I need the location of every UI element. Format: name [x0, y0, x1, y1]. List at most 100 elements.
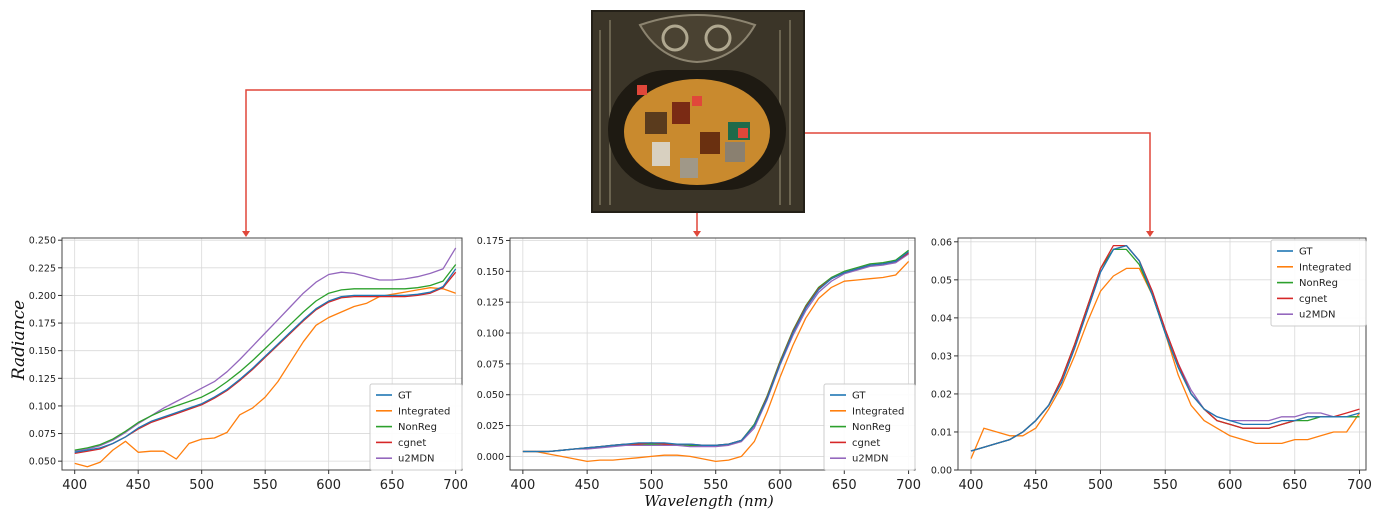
series-line-gt: [74, 268, 457, 453]
x-tick-label: 550: [703, 478, 728, 493]
series-line-integrated: [522, 260, 910, 463]
connector-arrowhead: [1146, 231, 1154, 237]
x-tick-label: 700: [443, 478, 468, 493]
x-tick-label: 650: [380, 478, 405, 493]
y-tick-label: 0.100: [29, 401, 56, 412]
y-tick-label: 0.225: [29, 263, 56, 274]
legend-label: cgnet: [1299, 294, 1327, 305]
series-line-gt: [970, 244, 1360, 452]
x-tick-label: 700: [896, 478, 921, 493]
shared-ylabel: Radiance: [9, 300, 29, 381]
chart-panel-1: 400 450 500 550 600 650 700 0.050 0.075 0.100 0.12…: [29, 236, 468, 493]
connector-line: [743, 132, 1151, 232]
y-tick-label: 0.075: [29, 429, 56, 440]
y-tick-label: 0.075: [477, 359, 504, 370]
legend-label: Integrated: [398, 406, 450, 417]
scene-ornament-circle-left: [661, 24, 689, 52]
x-tick-label: 400: [959, 478, 984, 493]
scene-patch-5: [652, 142, 670, 166]
x-tick-label: 600: [316, 478, 341, 493]
x-tick-label: 450: [575, 478, 600, 493]
scene-patch-1: [645, 112, 667, 134]
y-tick-label: 0.01: [931, 427, 952, 438]
legend-label: NonReg: [1299, 278, 1338, 289]
y-tick-label: 0.03: [931, 351, 952, 362]
x-tick-label: 500: [639, 478, 664, 493]
y-tick-label: 0.150: [477, 267, 504, 278]
x-tick-label: 650: [832, 478, 857, 493]
legend-label: u2MDN: [1299, 310, 1336, 321]
shared-xlabel: Wavelength (nm): [644, 492, 774, 510]
legend-box: [369, 383, 463, 471]
scene-patch-4: [725, 142, 745, 162]
legend-label: GT: [398, 391, 412, 402]
legend: GT Integrated NonReg cgnet u2MDN: [823, 383, 916, 471]
chart-panel-3: 400 450 500 550 600 650 700 0.00 0.01 0.02 0.03 0.0…: [931, 237, 1372, 493]
legend-label: u2MDN: [398, 454, 435, 465]
series-line-cgnet: [74, 271, 457, 455]
y-tick-label: 0.200: [29, 291, 56, 302]
legend-label: Integrated: [1299, 262, 1351, 273]
y-tick-label: 0.02: [931, 389, 952, 400]
y-tick-label: 0.04: [931, 313, 952, 324]
y-tick-label: 0.100: [477, 329, 504, 340]
x-tick-label: 600: [1218, 478, 1243, 493]
series-line-nonreg: [74, 264, 457, 451]
y-tick-label: 0.025: [477, 421, 504, 432]
legend-label: GT: [852, 391, 866, 402]
legend-label: cgnet: [398, 438, 426, 449]
y-tick-label: 0.000: [477, 452, 504, 463]
scene-patch-3: [700, 132, 720, 154]
plot-frame: [957, 237, 1367, 471]
y-tick-label: 0.125: [29, 374, 56, 385]
legend-label: NonReg: [852, 422, 891, 433]
x-tick-label: 650: [1282, 478, 1307, 493]
x-tick-label: 600: [768, 478, 793, 493]
x-tick-label: 400: [62, 478, 87, 493]
legend-label: u2MDN: [852, 454, 889, 465]
scene-frame: [591, 10, 805, 213]
legend-label: Integrated: [852, 406, 904, 417]
scene-marker-middle: [692, 96, 702, 106]
series-line-u2mdn: [74, 247, 457, 452]
legend-label: NonReg: [398, 422, 437, 433]
chart-panels: 400 450 500 550 600 650 700 0.050 0.075 0.100 0.12…: [29, 236, 1372, 493]
y-tick-label: 0.00: [931, 466, 952, 477]
legend-box: [1270, 239, 1367, 327]
x-tick-label: 450: [1023, 478, 1048, 493]
scene-marker-right: [738, 128, 748, 138]
y-tick-label: 0.06: [931, 237, 952, 248]
series-line-gt: [522, 251, 909, 453]
y-tick-label: 0.150: [29, 346, 56, 357]
connector-line: [245, 89, 640, 232]
legend: GT Integrated NonReg cgnet u2MDN: [1270, 239, 1367, 327]
y-tick-label: 0.175: [29, 319, 56, 330]
y-tick-label: 0.050: [477, 390, 504, 401]
legend-label: cgnet: [852, 438, 880, 449]
connector-arrowhead: [693, 231, 701, 237]
scene-thumbnail: [591, 10, 805, 213]
chart-panel-2: 400 450 500 550 600 650 700 0.000 0.025 0.050 0.07…: [477, 236, 921, 493]
scene-frame-lines: [599, 20, 791, 205]
series-line-integrated: [74, 287, 456, 468]
scene-patch-2: [672, 102, 690, 124]
x-tick-label: 500: [189, 478, 214, 493]
x-tick-label: 550: [1153, 478, 1178, 493]
scene-ornament-circle-right: [704, 24, 732, 52]
y-tick-label: 0.175: [477, 236, 504, 247]
plot-frame: [61, 237, 463, 471]
x-tick-label: 700: [1347, 478, 1372, 493]
legend-label: GT: [1299, 247, 1313, 258]
legend-box: [823, 383, 916, 471]
x-tick-label: 500: [1088, 478, 1113, 493]
y-tick-label: 0.05: [931, 275, 952, 286]
scene-marker-left: [637, 85, 647, 95]
plot-frame: [509, 237, 916, 471]
series-line-u2mdn: [522, 253, 909, 453]
y-tick-label: 0.250: [29, 236, 56, 247]
y-tick-label: 0.050: [29, 457, 56, 468]
legend: GT Integrated NonReg cgnet u2MDN: [369, 383, 463, 471]
x-tick-label: 450: [126, 478, 151, 493]
x-tick-label: 550: [253, 478, 278, 493]
